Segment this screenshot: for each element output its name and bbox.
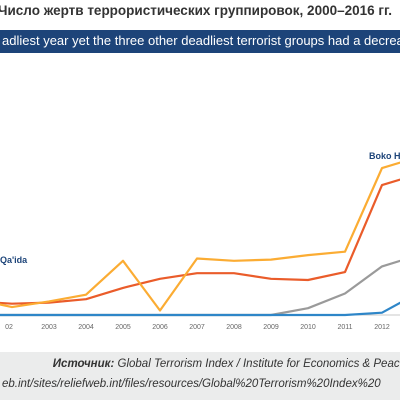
source-label: Источник: bbox=[52, 358, 115, 370]
series-line-3 bbox=[0, 301, 400, 317]
source-text: Global Terrorism Index / Institute for E… bbox=[114, 358, 400, 370]
source-url[interactable]: eb.int/sites/reliefweb.int/files/resourc… bbox=[2, 378, 381, 390]
x-tick-label: 2012 bbox=[374, 324, 390, 331]
x-tick-label: 02 bbox=[5, 324, 13, 331]
series-line-2 bbox=[0, 259, 400, 317]
chart-title: Число жертв террористических группировок… bbox=[0, 3, 393, 18]
x-tick-label: 2003 bbox=[41, 324, 57, 331]
series-label-qaida: Qa'ida bbox=[0, 255, 28, 265]
series-label-boko-haram: Boko Haram bbox=[369, 151, 400, 161]
x-tick-labels: 02 2003 2004 2005 2006 2007 2008 2009 2010 2011 20… bbox=[5, 324, 390, 331]
x-tick-label: 2009 bbox=[263, 324, 279, 331]
subtitle-band: adliest year yet the three other deadlie… bbox=[0, 30, 400, 53]
chart-subtitle: adliest year yet the three other deadlie… bbox=[2, 33, 400, 48]
x-tick-label: 2004 bbox=[78, 324, 94, 331]
source-footer: Источник: Global Terrorism Index / Insti… bbox=[0, 352, 400, 400]
source-line: Источник: Global Terrorism Index / Insti… bbox=[53, 358, 400, 370]
x-tick-label: 2007 bbox=[189, 324, 205, 331]
series-line-1 bbox=[0, 178, 400, 305]
x-tick-label: 2006 bbox=[152, 324, 168, 331]
series-line-0 bbox=[0, 161, 400, 312]
series-layer bbox=[0, 161, 400, 317]
x-tick-label: 2008 bbox=[226, 324, 242, 331]
x-tick-label: 2010 bbox=[300, 324, 316, 331]
x-tick-label: 2011 bbox=[337, 324, 352, 331]
x-tick-label: 2005 bbox=[115, 324, 131, 331]
line-chart: 02 2003 2004 2005 2006 2007 2008 2009 2010 2011 20… bbox=[0, 151, 400, 331]
